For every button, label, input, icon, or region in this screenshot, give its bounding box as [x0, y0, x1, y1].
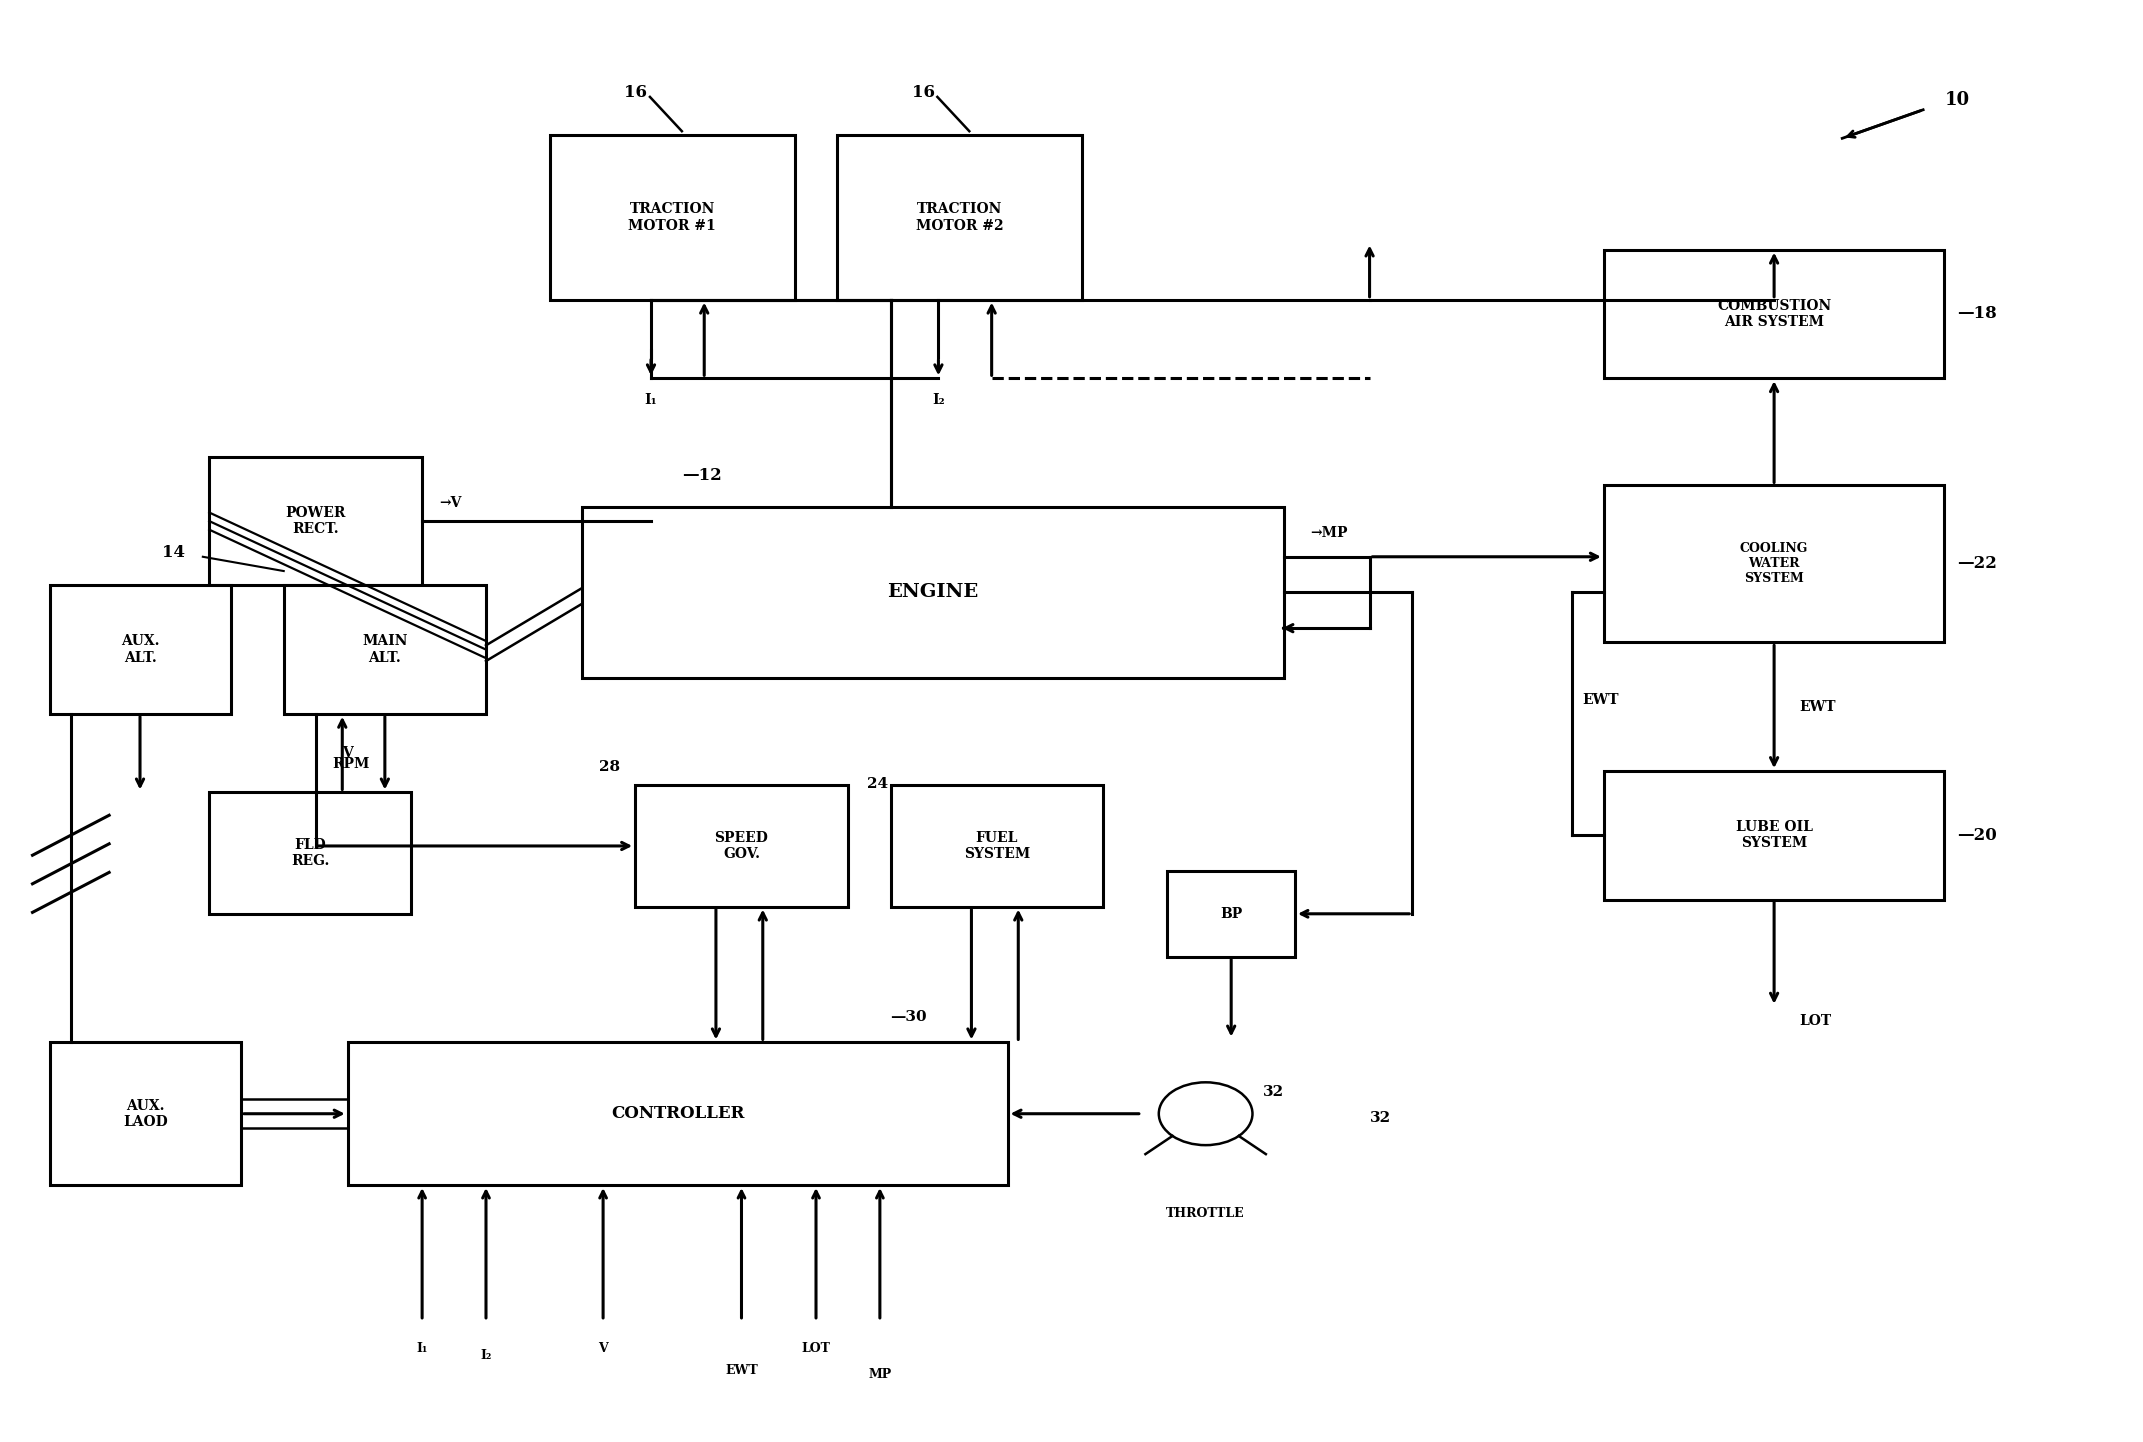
- Text: I₁: I₁: [645, 392, 658, 407]
- Text: V: V: [598, 1343, 609, 1355]
- Text: 16: 16: [911, 84, 934, 101]
- Bar: [210, 793, 411, 914]
- Text: →MP: →MP: [1309, 526, 1348, 539]
- Text: MP: MP: [868, 1368, 891, 1381]
- Text: I₂: I₂: [932, 392, 945, 407]
- Bar: [49, 1043, 242, 1185]
- Text: ENGINE: ENGINE: [887, 584, 979, 601]
- Bar: [1168, 871, 1294, 956]
- Text: COMBUSTION
AIR SYSTEM: COMBUSTION AIR SYSTEM: [1717, 298, 1832, 329]
- Text: FUEL
SYSTEM: FUEL SYSTEM: [964, 831, 1031, 861]
- Text: 16: 16: [624, 84, 647, 101]
- Text: —22: —22: [1957, 555, 1997, 572]
- Bar: [581, 506, 1284, 678]
- Text: EWT: EWT: [1582, 692, 1618, 707]
- Bar: [1603, 249, 1944, 378]
- Bar: [838, 136, 1082, 300]
- Text: RPM: RPM: [332, 757, 371, 771]
- Text: MAIN
ALT.: MAIN ALT.: [362, 634, 407, 665]
- Text: TRACTION
MOTOR #1: TRACTION MOTOR #1: [628, 202, 716, 232]
- Text: CONTROLLER: CONTROLLER: [611, 1105, 744, 1122]
- Bar: [283, 585, 486, 714]
- Text: COOLING
WATER
SYSTEM: COOLING WATER SYSTEM: [1740, 542, 1809, 585]
- Text: POWER
RECT.: POWER RECT.: [285, 506, 345, 536]
- Bar: [634, 786, 849, 907]
- Text: TRACTION
MOTOR #2: TRACTION MOTOR #2: [915, 202, 1003, 232]
- Bar: [347, 1043, 1007, 1185]
- Text: LOT: LOT: [1800, 1014, 1832, 1028]
- Text: EWT: EWT: [1800, 699, 1837, 714]
- Text: 32: 32: [1262, 1086, 1284, 1099]
- Text: 14: 14: [163, 544, 186, 561]
- Text: —20: —20: [1957, 826, 1997, 844]
- Bar: [49, 585, 231, 714]
- Text: —30: —30: [891, 1009, 928, 1024]
- Text: 32: 32: [1369, 1110, 1391, 1125]
- Bar: [210, 457, 422, 585]
- Text: 24: 24: [868, 777, 889, 790]
- Text: I₁: I₁: [416, 1343, 429, 1355]
- Text: SPEED
GOV.: SPEED GOV.: [714, 831, 769, 861]
- Bar: [891, 786, 1104, 907]
- Text: AUX.
ALT.: AUX. ALT.: [120, 634, 159, 665]
- Text: 28: 28: [600, 760, 619, 774]
- Text: BP: BP: [1219, 907, 1243, 921]
- Text: →V: →V: [439, 496, 461, 509]
- Text: V: V: [343, 746, 354, 760]
- Text: I₂: I₂: [480, 1350, 491, 1363]
- Bar: [1603, 771, 1944, 900]
- Text: THROTTLE: THROTTLE: [1166, 1207, 1245, 1220]
- Text: 10: 10: [1944, 91, 1969, 108]
- Bar: [1603, 486, 1944, 643]
- Text: —18: —18: [1957, 306, 1997, 323]
- Bar: [551, 136, 795, 300]
- Text: —12: —12: [681, 467, 722, 485]
- Text: AUX.
LAOD: AUX. LAOD: [122, 1099, 167, 1129]
- Text: LUBE OIL
SYSTEM: LUBE OIL SYSTEM: [1736, 820, 1813, 851]
- Text: FLD
REG.: FLD REG.: [291, 838, 330, 868]
- Text: LOT: LOT: [801, 1343, 831, 1355]
- Text: EWT: EWT: [724, 1364, 759, 1377]
